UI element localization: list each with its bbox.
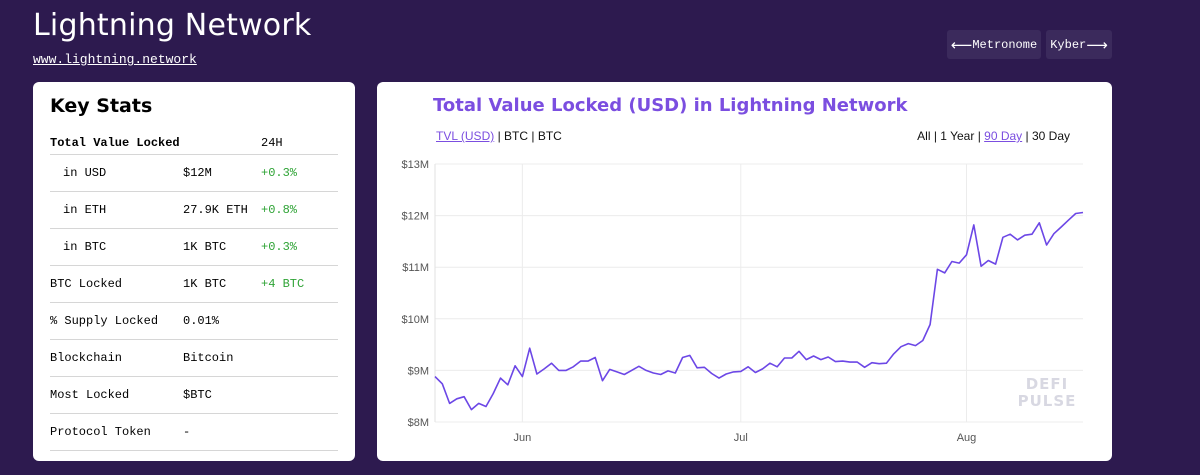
unit-option-btc[interactable]: BTC (504, 129, 529, 143)
y-tick-label: $10M (401, 314, 429, 326)
stat-label: Most Locked (50, 388, 130, 402)
range-option-30-day[interactable]: 30 Day (1031, 129, 1070, 143)
arrow-right-icon: ⟶ (1086, 35, 1108, 54)
range-option-all[interactable]: All (917, 129, 931, 143)
previous-protocol-button[interactable]: ⟵ Metronome (947, 30, 1041, 59)
unit-option-tvl-usd[interactable]: TVL (USD) (436, 129, 495, 143)
stat-value: $12M (183, 166, 212, 180)
defi-pulse-watermark: DEFI PULSE (1002, 376, 1092, 410)
stat-value: 27.9K ETH (183, 203, 248, 217)
x-tick-label: Jul (734, 432, 748, 444)
key-stats-row: in BTC 1K BTC +0.3% (50, 229, 338, 266)
y-tick-label: $9M (408, 365, 429, 377)
next-protocol-button[interactable]: Kyber ⟶ (1046, 30, 1112, 59)
stat-label: in BTC (63, 240, 107, 254)
stat-change: +0.3% (261, 240, 298, 254)
key-stats-rows: in USD $12M +0.3% in ETH 27.9K ETH +0.8% in BT… (50, 155, 338, 451)
stat-label: BTC Locked (50, 277, 123, 291)
range-option-1-year[interactable]: 1 Year (940, 129, 975, 143)
key-stats-table: Total Value Locked 24H in USD $12M +0.3% in… (50, 132, 338, 451)
key-stats-row: in ETH 27.9K ETH +0.8% (50, 192, 338, 229)
x-tick-label: Aug (957, 432, 977, 444)
stat-value: 0.01% (183, 314, 220, 328)
y-tick-label: $8M (408, 417, 429, 429)
y-tick-label: $13M (401, 159, 429, 171)
watermark-line-2: PULSE (1017, 392, 1077, 410)
stat-change: +0.8% (261, 203, 298, 217)
key-stats-card: Key Stats Total Value Locked 24H in USD $… (33, 82, 355, 461)
y-tick-label: $11M (402, 262, 429, 274)
key-stats-row: in USD $12M +0.3% (50, 155, 338, 192)
key-stats-row: % Supply Locked 0.01% (50, 303, 338, 340)
tvl-chart-card: Total Value Locked (USD) in Lightning Ne… (377, 82, 1112, 461)
unit-selector: TVL (USD) | BTC | BTC (436, 129, 562, 143)
key-stats-title: Key Stats (50, 95, 153, 117)
previous-protocol-label: Metronome (972, 37, 1038, 52)
stat-value: 1K BTC (183, 277, 227, 291)
stat-value: - (183, 425, 191, 439)
unit-option-btc-2[interactable]: BTC (537, 129, 562, 143)
protocol-website-link[interactable]: www.lightning.network (33, 52, 197, 67)
stat-label: Blockchain (50, 351, 123, 365)
range-option-90-day[interactable]: 90 Day (984, 129, 1023, 143)
tvl-series-line (434, 211, 1084, 411)
stat-label: Protocol Token (50, 425, 151, 439)
key-stats-row: Protocol Token - (50, 414, 338, 451)
tvl-line-chart: $8M $9M $10M $11M $12M $13M Jun Jul Aug (401, 159, 1084, 444)
range-selector: All | 1 Year | 90 Day | 30 Day (917, 129, 1070, 143)
key-stats-row: BTC Locked 1K BTC +4 BTC (50, 266, 338, 303)
watermark-line-1: DEFI (1025, 375, 1069, 393)
tvl-header-label: Total Value Locked (50, 136, 180, 150)
next-protocol-label: Kyber (1050, 37, 1087, 52)
stat-value: Bitcoin (183, 351, 234, 365)
stat-value: $BTC (183, 388, 212, 402)
key-stats-row: Most Locked $BTC (50, 377, 338, 414)
x-tick-label: Jun (513, 432, 531, 444)
arrow-left-icon: ⟵ (950, 35, 973, 54)
stat-change: +4 BTC (261, 277, 305, 291)
chart-title: Total Value Locked (USD) in Lightning Ne… (433, 95, 908, 116)
page-title: Lightning Network (33, 8, 312, 43)
y-tick-label: $12M (401, 211, 429, 223)
stat-change: +0.3% (261, 166, 298, 180)
stat-label: % Supply Locked (50, 314, 159, 328)
key-stats-header: Total Value Locked 24H (50, 132, 338, 155)
key-stats-row: Blockchain Bitcoin (50, 340, 338, 377)
stat-label: in USD (63, 166, 107, 180)
stat-value: 1K BTC (183, 240, 227, 254)
period-header-label: 24H (261, 136, 283, 150)
stat-label: in ETH (63, 203, 107, 217)
